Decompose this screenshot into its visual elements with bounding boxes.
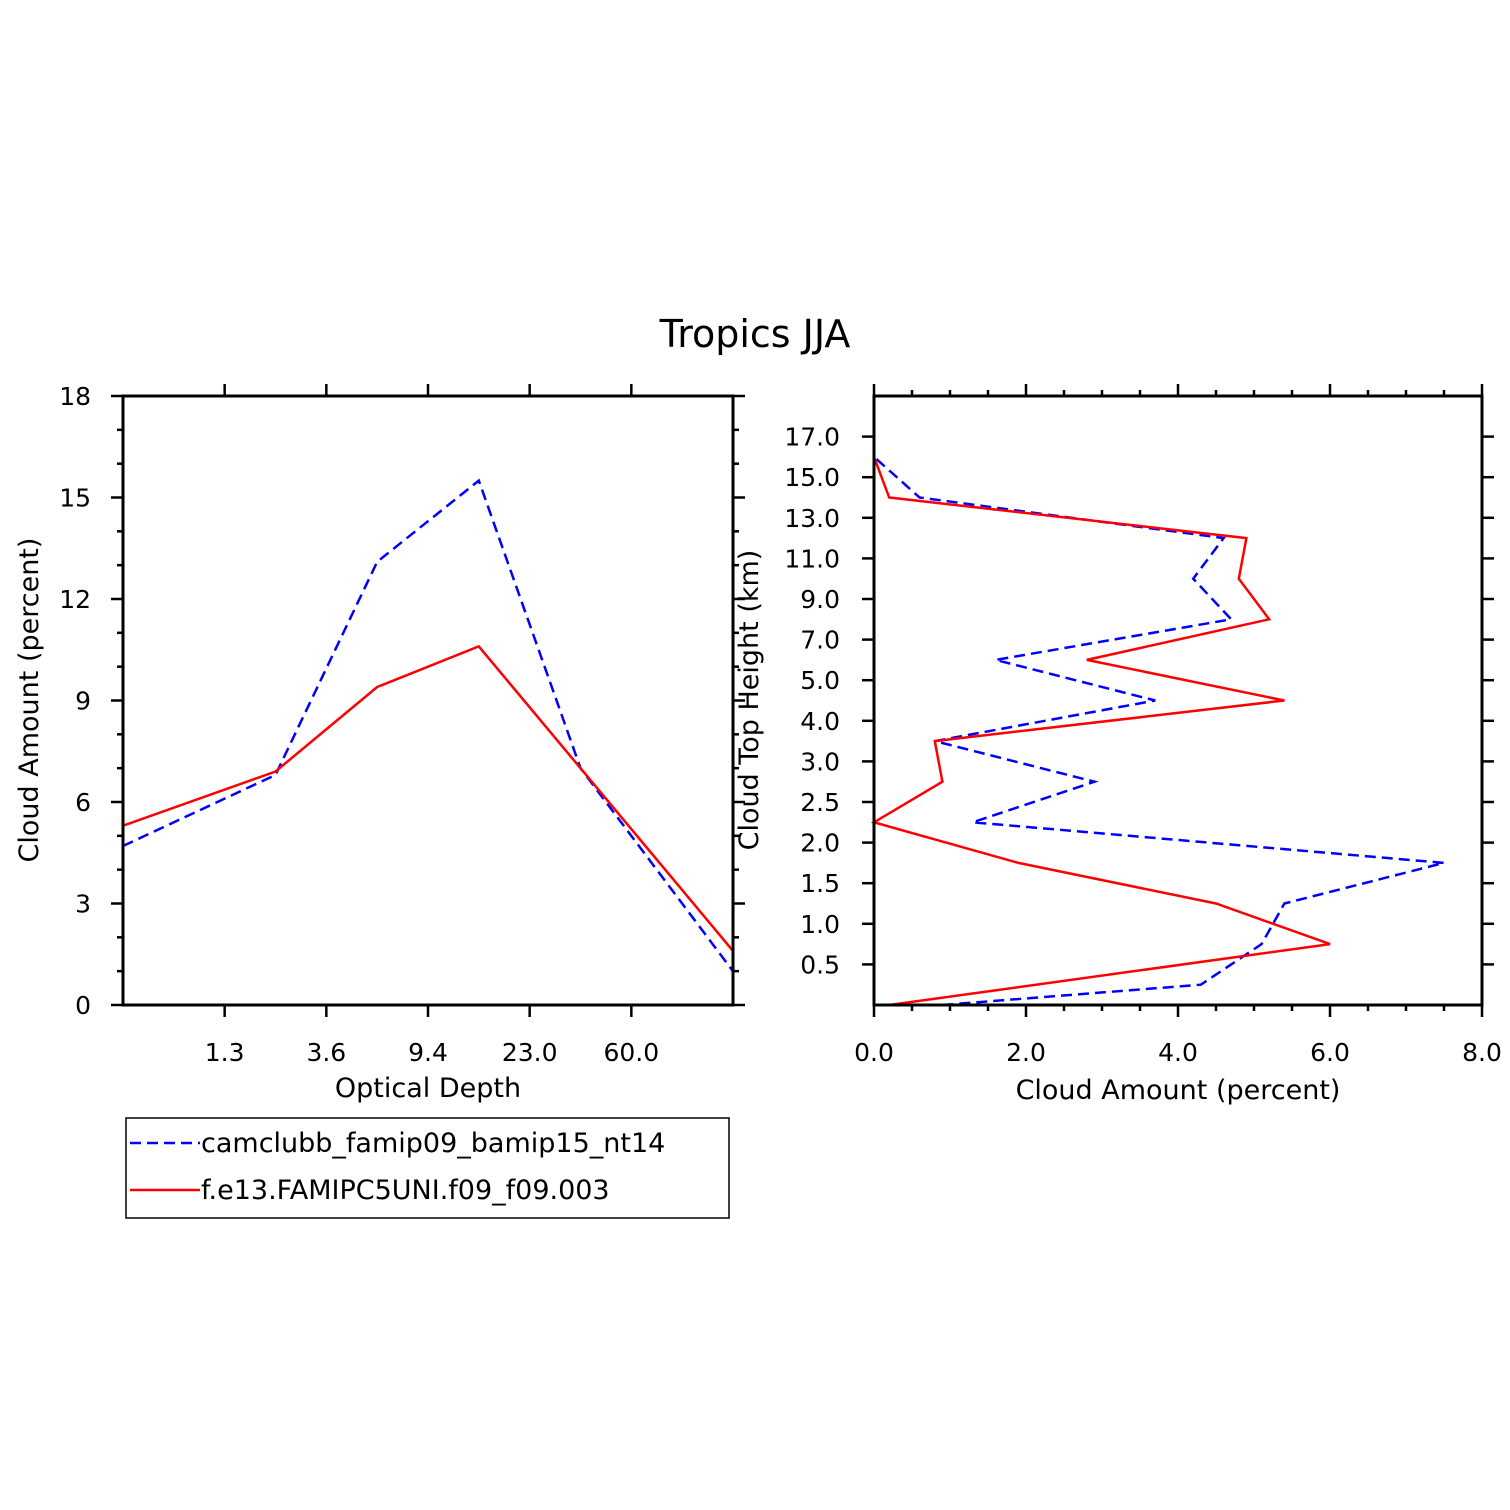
- right-x-tick-label: 4.0: [1158, 1038, 1198, 1067]
- right-x-axis-label: Cloud Amount (percent): [1016, 1075, 1341, 1106]
- left-x-tick-label: 9.4: [408, 1038, 448, 1067]
- right-y-tick-label: 17.0: [784, 423, 840, 452]
- right-y-tick-label: 15.0: [784, 463, 840, 492]
- right-y-tick-label: 2.5: [800, 788, 840, 817]
- right-y-tick-label: 5.0: [800, 666, 840, 695]
- left-y-tick-label: 9: [75, 687, 91, 716]
- legend: camclubb_famip09_bamip15_nt14 f.e13.FAMI…: [125, 1117, 730, 1219]
- right-x-tick-label: 0.0: [854, 1038, 894, 1067]
- left-y-tick-label: 3: [75, 890, 91, 919]
- left-series-line-blue: [122, 478, 734, 972]
- cloud-top-height-panel: 0.0 2.0 4.0 6.0 8.0 0.5 1.0 1.5 2.0 2.5 3.0 4.0 5.0 7…: [734, 384, 1502, 1106]
- left-x-tick-label: 1.3: [205, 1038, 245, 1067]
- right-y-tick-label: 9.0: [800, 585, 840, 614]
- right-series-line-blue: [872, 396, 1445, 1007]
- chart-title: Tropics JJA: [659, 312, 851, 356]
- right-series-line-red: [870, 396, 1331, 1007]
- right-plot-frame: [872, 394, 1484, 1007]
- left-y-tick-label: 18: [59, 382, 91, 411]
- right-y-tick-label: 1.0: [800, 910, 840, 939]
- right-x-tick-label: 8.0: [1462, 1038, 1502, 1067]
- right-y-tick-label: 13.0: [784, 504, 840, 533]
- left-plot-frame: [121, 394, 735, 1007]
- right-y-axis-label: Cloud Top Height (km): [734, 550, 765, 851]
- left-y-tick-label: 15: [59, 484, 91, 513]
- right-y-tick-label: 4.0: [800, 707, 840, 736]
- right-x-tick-label: 2.0: [1006, 1038, 1046, 1067]
- left-y-tick-label: 12: [59, 585, 91, 614]
- left-x-tick-label: 3.6: [306, 1038, 346, 1067]
- right-y-tick-label: 0.5: [800, 950, 840, 979]
- left-x-axis-label: Optical Depth: [335, 1073, 521, 1104]
- legend-label-red: f.e13.FAMIPC5UNI.f09_f09.003: [201, 1175, 610, 1206]
- right-y-tick-label: 2.0: [800, 829, 840, 858]
- left-panel-series: [122, 478, 734, 972]
- legend-label-blue: camclubb_famip09_bamip15_nt14: [201, 1128, 665, 1159]
- right-x-tick-label: 6.0: [1310, 1038, 1350, 1067]
- right-y-tick-label: 3.0: [800, 747, 840, 776]
- left-x-tick-label: 23.0: [502, 1038, 558, 1067]
- right-y-tick-label: 1.5: [800, 869, 840, 898]
- right-y-tick-label: 7.0: [800, 626, 840, 655]
- left-panel-ticks: 0 3 6 9 12 15 18 1.3 3.6 9.4 23.0 60.0: [59, 382, 745, 1067]
- right-panel-ticks: 0.0 2.0 4.0 6.0 8.0 0.5 1.0 1.5 2.0 2.5 3.0 4.0 5.0 7…: [784, 384, 1502, 1067]
- left-series-line-red: [122, 644, 734, 952]
- left-y-axis-label: Cloud Amount (percent): [14, 538, 45, 863]
- right-y-tick-label: 11.0: [784, 544, 840, 573]
- left-y-tick-label: 0: [75, 991, 91, 1020]
- optical-depth-panel: 0 3 6 9 12 15 18 1.3 3.6 9.4 23.0 60.0 Optical Dept…: [14, 382, 745, 1104]
- legend-box: [125, 1117, 730, 1219]
- left-y-tick-label: 6: [75, 788, 91, 817]
- right-panel-series: [870, 396, 1445, 1007]
- left-x-tick-label: 60.0: [603, 1038, 659, 1067]
